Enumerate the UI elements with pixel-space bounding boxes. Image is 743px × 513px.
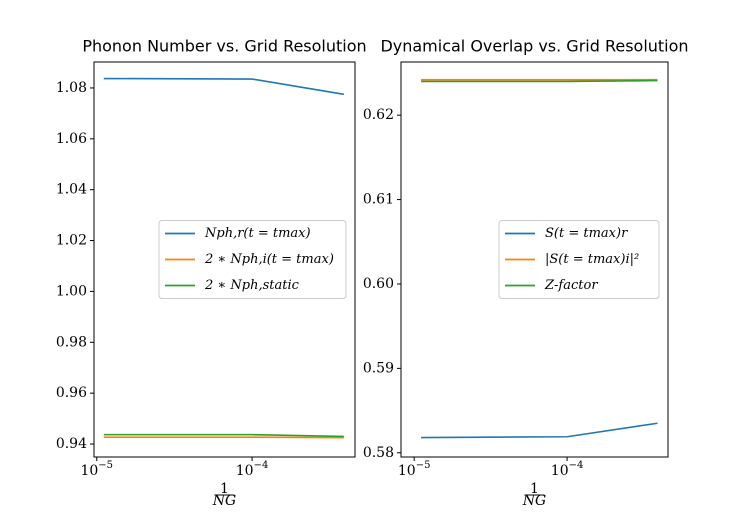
y-tick-label: 0.62 bbox=[363, 107, 394, 123]
x-tick-exponent: −5 bbox=[98, 460, 113, 471]
axes-frame bbox=[93, 61, 356, 458]
axes-frame bbox=[400, 61, 669, 458]
y-tick-label: 1.02 bbox=[56, 233, 87, 249]
chart-title: Phonon Number vs. Grid Resolution bbox=[82, 37, 366, 56]
legend-label: S(t = tmax)r bbox=[545, 226, 628, 241]
y-tick-label: 0.59 bbox=[363, 360, 394, 376]
x-tick-base: 10 bbox=[80, 463, 98, 479]
x-tick-exponent: −4 bbox=[569, 460, 584, 471]
legend-label: Nph,r(t = tmax) bbox=[204, 226, 311, 241]
x-tick-label: 10−4 bbox=[551, 460, 584, 480]
y-tick-label: 1.04 bbox=[56, 182, 87, 198]
y-tick-label: 1.00 bbox=[56, 283, 87, 299]
legend-label: |S(t = tmax)i|² bbox=[545, 252, 639, 267]
x-label-numerator: 1 bbox=[530, 481, 539, 497]
legend-label: Z-factor bbox=[544, 278, 598, 293]
y-tick-label: 1.08 bbox=[56, 80, 87, 96]
series-line bbox=[103, 433, 344, 438]
series-line bbox=[103, 77, 344, 96]
x-tick-label: 10−5 bbox=[80, 460, 113, 480]
x-tick-exponent: −4 bbox=[254, 460, 269, 471]
y-tick-label: 0.61 bbox=[363, 192, 394, 208]
legend-box bbox=[158, 220, 347, 299]
y-tick-label: 0.58 bbox=[363, 445, 394, 461]
x-tick-label: 10−5 bbox=[398, 460, 431, 480]
legend-label: 2 ∗ Nph,i(t = tmax) bbox=[204, 252, 334, 267]
series-line bbox=[103, 436, 344, 439]
x-tick-base: 10 bbox=[398, 463, 416, 479]
series-line bbox=[421, 79, 658, 83]
y-tick-label: 1.06 bbox=[56, 131, 87, 147]
legend-box bbox=[498, 220, 660, 299]
y-tick-label: 0.98 bbox=[56, 334, 87, 350]
x-label-denominator: NG bbox=[212, 493, 236, 509]
chart-title: Dynamical Overlap vs. Grid Resolution bbox=[380, 37, 688, 56]
x-tick-label: 10−4 bbox=[236, 460, 269, 480]
y-tick-label: 0.96 bbox=[56, 385, 87, 401]
y-tick-label: 0.94 bbox=[56, 436, 87, 452]
x-tick-exponent: −5 bbox=[416, 460, 431, 471]
legend-label: 2 ∗ Nph,static bbox=[204, 278, 300, 293]
x-label-numerator: 1 bbox=[220, 481, 229, 497]
x-tick-base: 10 bbox=[551, 463, 569, 479]
y-tick-label: 0.60 bbox=[363, 276, 394, 292]
x-label-denominator: NG bbox=[522, 493, 546, 509]
series-line bbox=[421, 422, 658, 439]
x-tick-base: 10 bbox=[236, 463, 254, 479]
